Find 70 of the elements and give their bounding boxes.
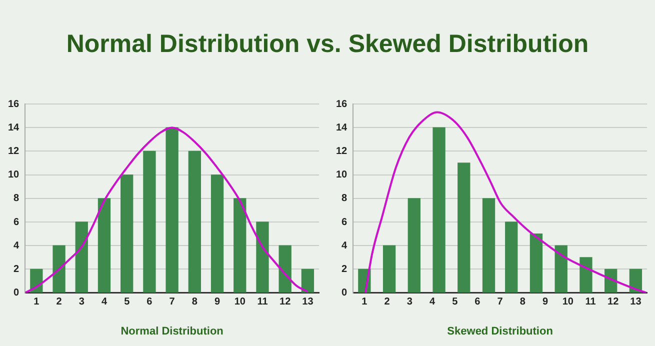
y-tick-label: 4	[14, 240, 20, 252]
x-tick-label: 5	[452, 296, 458, 308]
x-tick-label: 7	[169, 296, 176, 308]
bar	[234, 198, 246, 293]
x-tick-label: 8	[192, 296, 198, 308]
x-tick-label: 11	[257, 296, 268, 308]
bar	[408, 198, 420, 293]
bar	[166, 127, 178, 293]
x-tick-label: 8	[520, 296, 526, 308]
bar	[52, 245, 66, 293]
y-tick-label: 12	[336, 146, 348, 157]
y-tick-label: 14	[8, 122, 20, 134]
x-tick-label: 4	[429, 296, 436, 308]
y-tick-label: 10	[8, 170, 20, 181]
bar	[432, 127, 446, 293]
bar	[505, 222, 518, 293]
bar	[98, 198, 111, 293]
bar	[458, 162, 470, 293]
bar	[75, 222, 88, 293]
x-axis-title: Skewed Distribution	[447, 325, 554, 338]
bar	[301, 268, 314, 293]
x-tick-label: 12	[280, 296, 292, 308]
x-tick-label: 3	[78, 296, 85, 308]
x-tick-label: 10	[562, 296, 574, 308]
x-tick-label: 6	[474, 296, 481, 308]
y-tick-label: 10	[336, 170, 348, 181]
line-series	[364, 111, 647, 293]
bar	[554, 245, 568, 293]
y-tick-label: 14	[336, 122, 348, 134]
x-tick-label: 5	[124, 296, 130, 308]
y-tick-label: 12	[8, 146, 20, 157]
bar	[580, 257, 592, 293]
x-tick-label: 6	[146, 296, 153, 308]
x-tick-label: 9	[214, 296, 220, 308]
y-tick-label: 8	[14, 193, 20, 204]
y-tick-label: 8	[342, 193, 348, 204]
bar	[382, 245, 396, 293]
y-tick-label: 0	[14, 288, 20, 299]
x-tick-label: 3	[406, 296, 413, 308]
x-tick-label: 9	[542, 296, 548, 308]
y-tick-label: 6	[14, 216, 20, 228]
x-tick-label: 2	[56, 296, 62, 308]
chart-title: Normal Distribution vs. Skewed Distribution	[65, 30, 590, 59]
bar	[278, 245, 292, 293]
bar	[210, 174, 224, 293]
x-tick-label: 13	[302, 296, 314, 308]
y-tick-label: 2	[342, 264, 348, 275]
x-axis-title: Normal Distribution	[120, 325, 224, 338]
y-tick-label: 0	[342, 288, 348, 299]
y-tick-label: 16	[336, 98, 348, 110]
x-tick-label: 2	[384, 296, 390, 308]
bar	[120, 174, 134, 293]
x-tick-label: 1	[362, 296, 368, 308]
x-tick-label: 4	[101, 296, 108, 308]
bar	[530, 233, 543, 293]
x-tick-label: 10	[234, 296, 246, 308]
y-tick-label: 2	[14, 264, 20, 275]
x-tick-label: 7	[497, 296, 504, 308]
bar	[482, 198, 496, 293]
y-tick-label: 4	[342, 240, 348, 252]
line-series	[25, 126, 309, 293]
x-tick-label: 11	[585, 296, 596, 308]
y-tick-label: 16	[8, 98, 20, 110]
y-tick-label: 6	[342, 216, 348, 228]
x-tick-label: 13	[630, 296, 642, 308]
bar	[188, 150, 201, 293]
bar	[143, 150, 156, 293]
x-tick-label: 12	[608, 296, 620, 308]
x-tick-label: 1	[34, 296, 40, 308]
bar	[256, 222, 269, 293]
